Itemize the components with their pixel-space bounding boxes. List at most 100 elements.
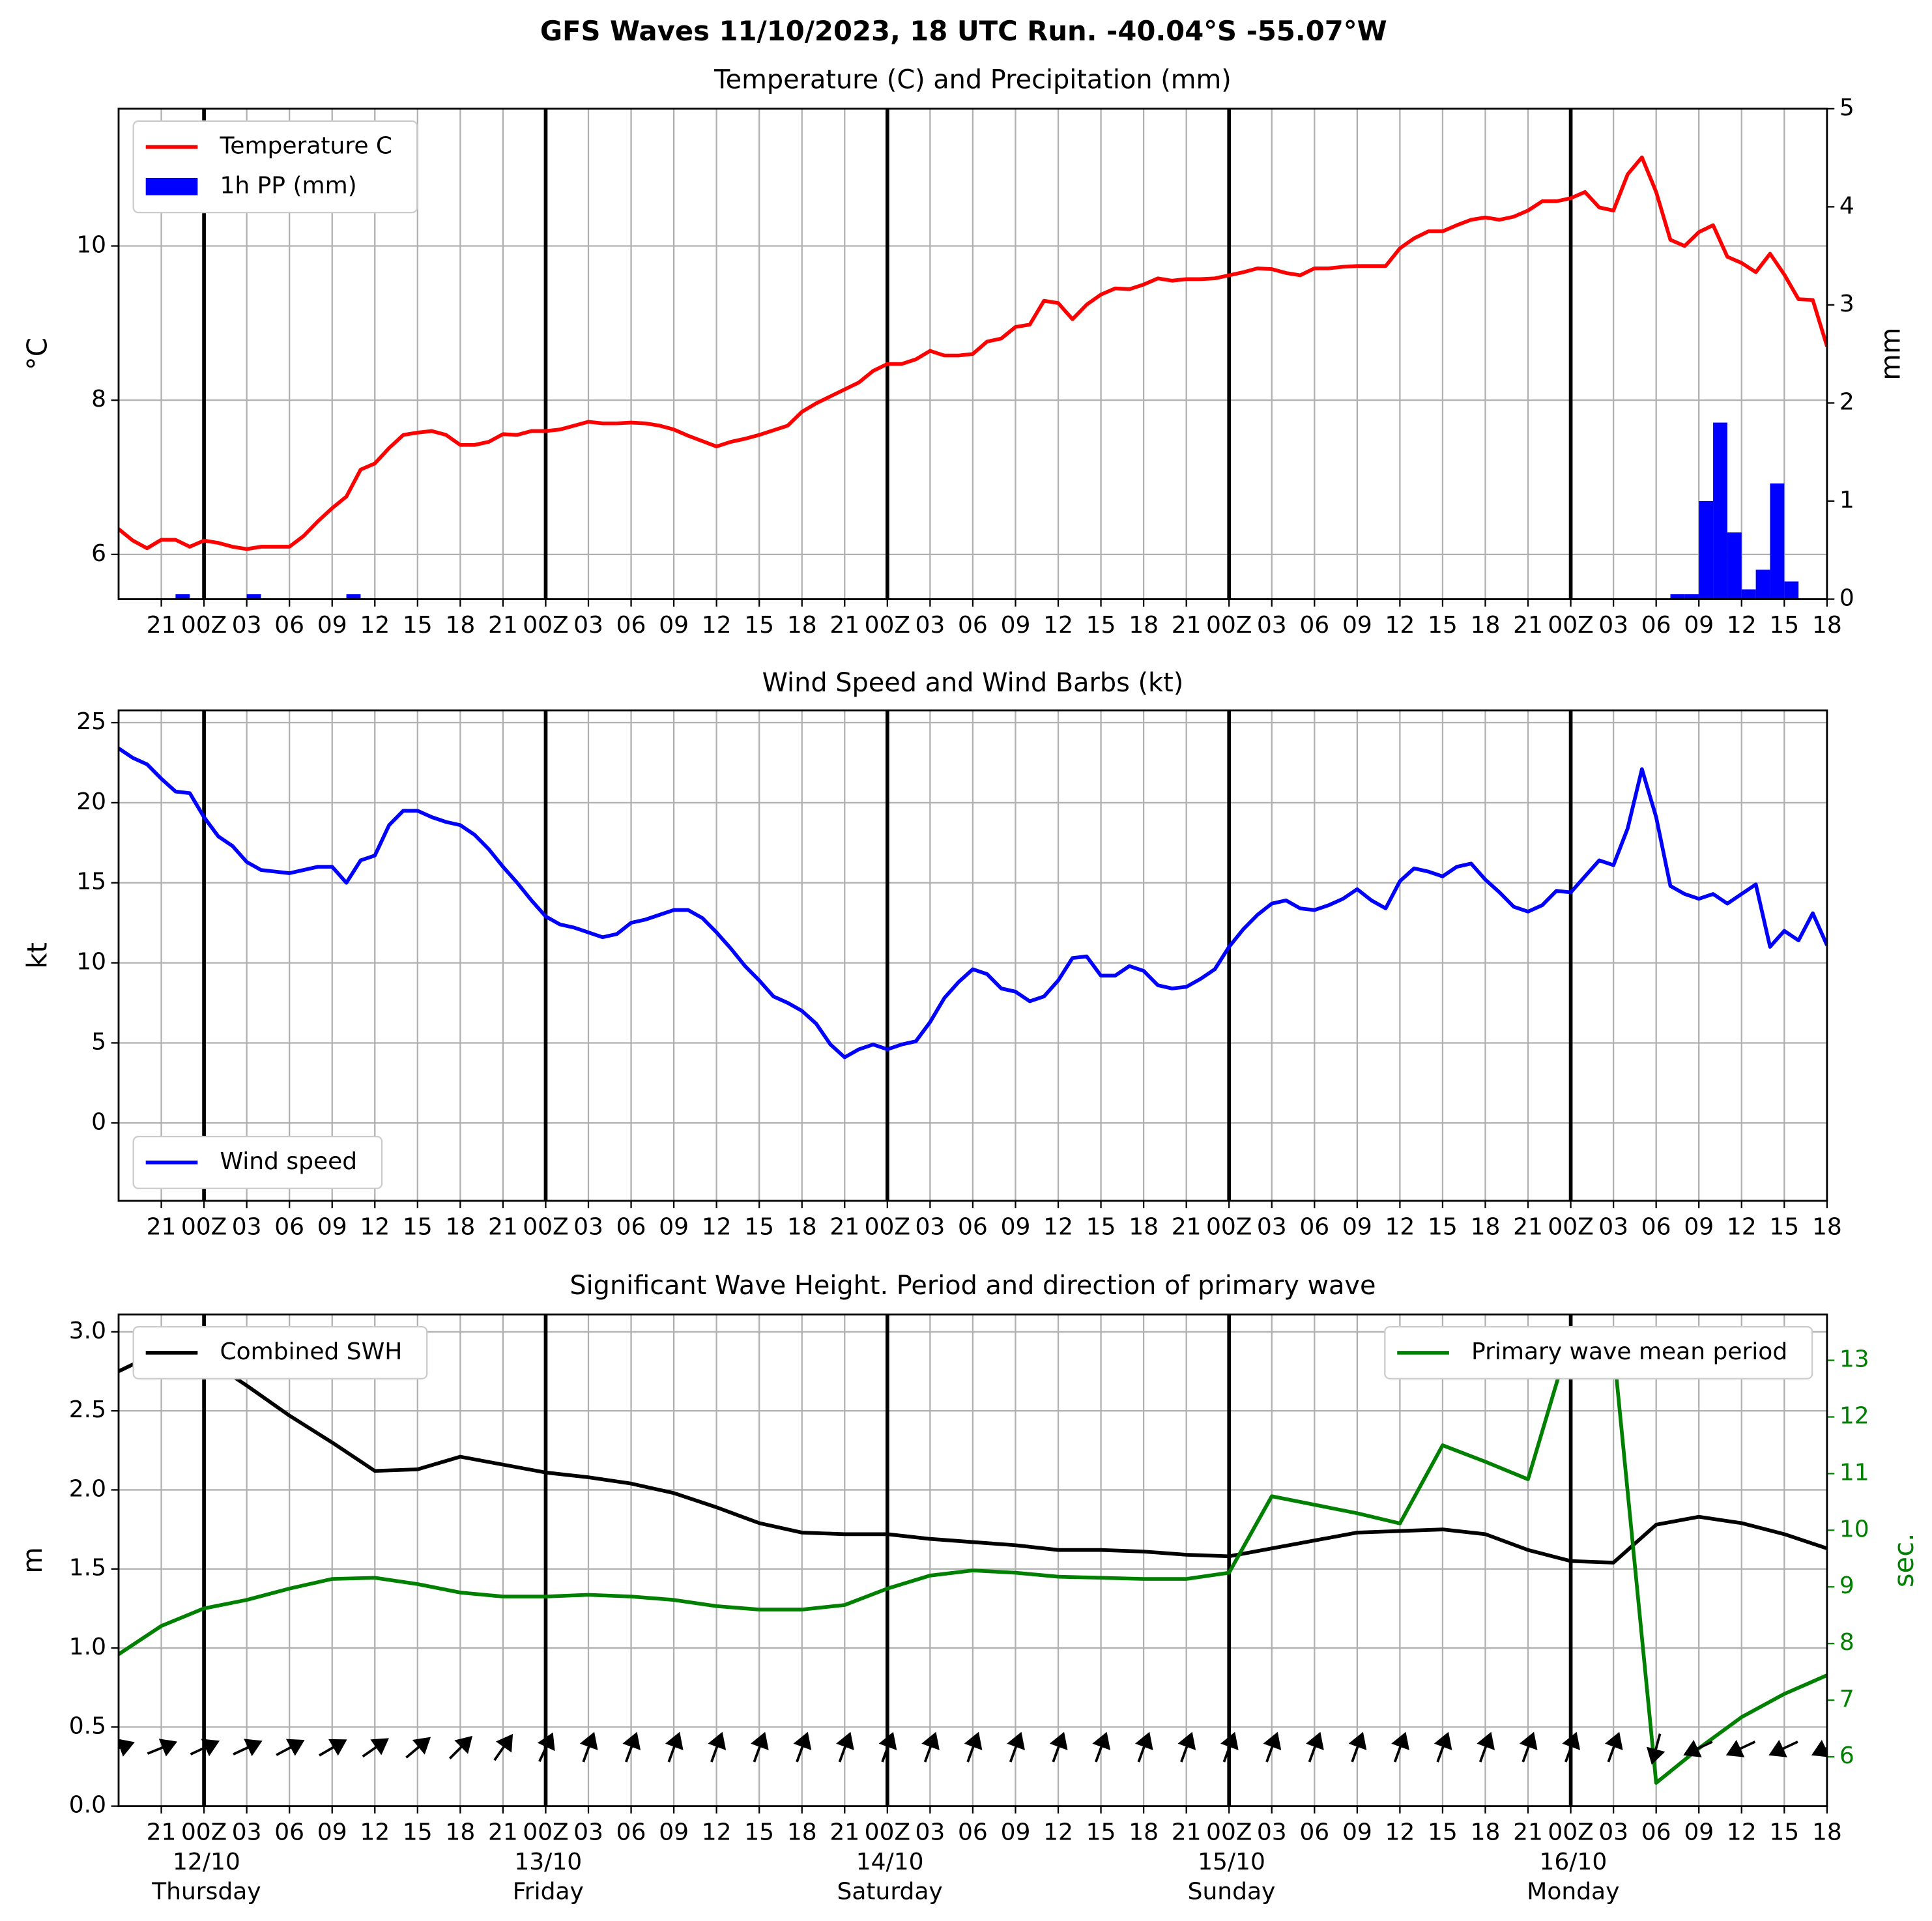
date-label: 16/10 — [1539, 1849, 1607, 1875]
figure-title: GFS Waves 11/10/2023, 18 UTC Run. -40.04… — [540, 15, 1387, 47]
x-tick-label: 06 — [616, 1819, 646, 1845]
direction-arrow — [1604, 1731, 1623, 1763]
x-tick-label: 21 — [829, 1819, 859, 1845]
x-tick-label: 06 — [274, 612, 304, 639]
y2-tick-label: 3 — [1839, 291, 1854, 317]
x-tick-label: 18 — [1471, 612, 1501, 639]
x-tick-label: 21 — [829, 612, 859, 639]
bar — [246, 594, 261, 599]
direction-arrow — [1134, 1731, 1153, 1763]
x-tick-label: 06 — [958, 1213, 988, 1240]
x-tick-label: 18 — [445, 1819, 475, 1845]
x-tick-label: 12 — [1727, 1819, 1757, 1845]
x-tick-label: 15 — [1086, 1213, 1116, 1240]
x-tick-label: 21 — [1172, 612, 1202, 639]
x-tick-label: 15 — [403, 1819, 433, 1845]
direction-arrow — [147, 1739, 178, 1757]
direction-arrow — [1477, 1731, 1495, 1763]
x-tick-label: 21 — [147, 1213, 177, 1240]
x-tick-label: 21 — [1172, 1819, 1202, 1845]
x-tick-label: 09 — [317, 612, 347, 639]
x-tick-label: 06 — [1641, 1213, 1671, 1240]
direction-arrow — [1348, 1731, 1367, 1763]
y-tick-label: 0 — [91, 1108, 106, 1135]
x-tick-label: 06 — [274, 1819, 304, 1845]
x-tick-label: 00Z — [1206, 1213, 1252, 1240]
x-tick-label: 18 — [1812, 1213, 1842, 1240]
x-tick-label: 03 — [232, 1213, 262, 1240]
y2-tick-label: 11 — [1839, 1459, 1869, 1486]
bar — [1713, 422, 1727, 599]
direction-arrow — [1263, 1731, 1282, 1763]
x-tick-label: 00Z — [865, 1819, 910, 1845]
y-tick-label: 15 — [76, 869, 106, 895]
x-tick-label: 18 — [787, 1819, 817, 1845]
x-tick-label: 18 — [1471, 1213, 1501, 1240]
x-tick-label: 00Z — [1548, 1213, 1593, 1240]
x-tick-label: 09 — [1001, 1213, 1031, 1240]
x-tick-label: 09 — [1001, 612, 1031, 639]
x-tick-label: 15 — [1769, 1819, 1799, 1845]
direction-arrow — [751, 1731, 769, 1763]
bar — [1699, 500, 1714, 599]
y-tick-label: 0.0 — [69, 1792, 106, 1819]
x-tick-label: 12 — [1385, 1819, 1415, 1845]
x-tick-label: 00Z — [865, 612, 910, 639]
direction-arrow — [1562, 1731, 1581, 1763]
direction-arrow — [362, 1738, 389, 1758]
x-tick-label: 03 — [232, 612, 262, 639]
y-tick-label: 1.5 — [69, 1555, 106, 1582]
date-label: 15/10 — [1198, 1849, 1265, 1875]
y-tick-label: 5 — [91, 1028, 106, 1055]
x-tick-label: 00Z — [523, 1819, 568, 1845]
x-tick-label: 09 — [1684, 1213, 1714, 1240]
x-tick-label: 03 — [1257, 612, 1287, 639]
plot-area — [118, 155, 1827, 599]
direction-arrow — [1220, 1731, 1239, 1763]
x-tick-label: 09 — [659, 1819, 689, 1845]
bar — [346, 594, 361, 599]
x-tick-label: 06 — [1641, 612, 1671, 639]
plot-area — [118, 746, 1827, 1060]
y-tick-label: 20 — [76, 788, 106, 815]
direction-arrow — [405, 1737, 431, 1759]
plot-frame — [117, 1313, 1828, 1808]
x-tick-label: 15 — [744, 1213, 774, 1240]
direction-arrow — [190, 1739, 220, 1757]
x-tick-label: 06 — [1641, 1819, 1671, 1845]
x-tick-label: 09 — [659, 612, 689, 639]
x-tick-label: 21 — [147, 612, 177, 639]
direction-arrow — [579, 1731, 598, 1763]
series-line — [118, 1333, 1827, 1785]
x-tick-label: 03 — [915, 1819, 945, 1845]
x-tick-label: 12 — [1043, 612, 1073, 639]
direction-arrow — [1725, 1740, 1756, 1757]
x-tick-label: 00Z — [181, 1213, 227, 1240]
x-tick-label: 06 — [1299, 612, 1329, 639]
x-tick-label: 18 — [1129, 1819, 1159, 1845]
x-tick-label: 12 — [1727, 1213, 1757, 1240]
y2-tick-label: 6 — [1839, 1742, 1854, 1769]
x-tick-label: 21 — [488, 612, 518, 639]
x-tick-label: 09 — [1684, 1819, 1714, 1845]
y-tick-label: 3.0 — [69, 1318, 106, 1344]
direction-arrow — [537, 1732, 555, 1762]
legend-box — [132, 1136, 383, 1189]
x-tick-label: 21 — [1513, 1213, 1543, 1240]
x-tick-label: 18 — [787, 1213, 817, 1240]
plot-frame — [117, 108, 1828, 600]
x-tick-label: 03 — [573, 1819, 603, 1845]
x-tick-label: 00Z — [1206, 612, 1252, 639]
x-tick-label: 18 — [445, 612, 475, 639]
x-tick-label: 18 — [1129, 1213, 1159, 1240]
direction-arrow — [319, 1739, 347, 1757]
bar — [1770, 483, 1785, 599]
y-tick-label: 0.5 — [69, 1712, 106, 1739]
x-tick-label: 09 — [1342, 1819, 1372, 1845]
x-tick-label: 12 — [360, 1819, 390, 1845]
bar — [1670, 594, 1685, 599]
direction-arrow — [493, 1733, 513, 1761]
direction-arrow — [448, 1735, 473, 1759]
y-tick-label: 10 — [76, 231, 106, 258]
x-tick-label: 15 — [1428, 1213, 1458, 1240]
